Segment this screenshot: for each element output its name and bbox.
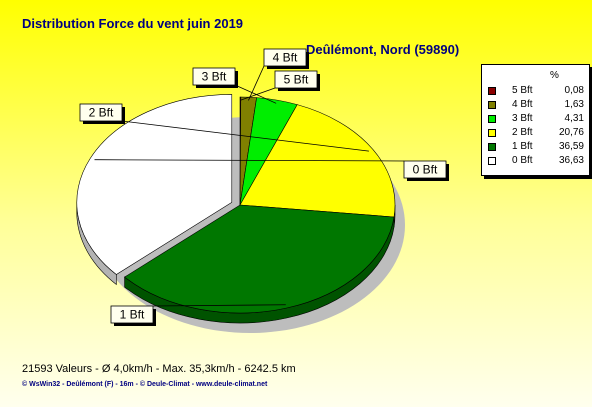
legend-item: 4 Bft 1,63 [488, 99, 586, 111]
slice-label-box [263, 48, 307, 67]
slice-label-leader [152, 304, 286, 307]
slice-label-box [110, 305, 154, 324]
slice-label-box [274, 70, 318, 89]
legend-value: 36,59 [558, 141, 584, 152]
legend-value: 36,63 [558, 155, 584, 166]
legend-item: 0 Bft 36,63 [488, 155, 586, 167]
slice-label-leader [234, 84, 277, 104]
legend-label: 0 Bft [512, 155, 533, 166]
legend-label: 3 Bft [512, 113, 533, 124]
slice-label-leader [248, 65, 265, 101]
slice-label: 0 Bft [413, 163, 438, 177]
footer-stats: 21593 Valeurs - Ø 4,0km/h - Max. 35,3km/… [22, 363, 296, 375]
slice-label-box [79, 103, 123, 122]
legend-label: 5 Bft [512, 85, 533, 96]
legend-label: 1 Bft [512, 141, 533, 152]
legend-swatch [488, 87, 496, 95]
legend-value: 1,63 [564, 99, 584, 110]
slice-label-leader [94, 159, 405, 162]
legend-swatch [488, 115, 496, 123]
slice-label-leader [240, 87, 276, 101]
legend-value: 20,76 [558, 127, 584, 138]
slice-label: 1 Bft [120, 308, 145, 322]
slice-label-box [403, 160, 447, 179]
legend-value: 4,31 [564, 113, 584, 124]
legend: % 5 Bft 0,08 4 Bft 1,63 3 Bft 4,31 2 Bft 20,76 1… [481, 64, 590, 176]
chart-title: Distribution Force du vent juin 2019 [22, 16, 244, 31]
legend-label: 4 Bft [512, 99, 533, 110]
legend-item: 5 Bft 0,08 [488, 85, 586, 97]
legend-swatch [488, 143, 496, 151]
slice-label: 2 Bft [89, 106, 114, 120]
legend-item: 3 Bft 4,31 [488, 113, 586, 125]
legend-swatch [488, 129, 496, 137]
legend-swatch [488, 157, 496, 165]
slice-label: 5 Bft [284, 73, 309, 87]
legend-item: 1 Bft 36,59 [488, 141, 586, 153]
slice-label: 4 Bft [273, 51, 298, 65]
chart-subtitle: Deûlémont, Nord (59890) [306, 42, 460, 57]
pie-slice [76, 94, 233, 275]
legend-header: % [550, 70, 559, 81]
legend-label: 2 Bft [512, 127, 533, 138]
legend-value: 0,08 [564, 85, 584, 96]
footer-credit: © WsWin32 - Deûlémont (F) - 16m - © Deul… [22, 381, 268, 388]
legend-item: 2 Bft 20,76 [488, 127, 586, 139]
slice-label-leader [121, 120, 369, 152]
slice-label-box [192, 67, 236, 86]
pie-slice [124, 204, 395, 314]
legend-swatch [488, 101, 496, 109]
slice-label: 3 Bft [202, 70, 227, 84]
